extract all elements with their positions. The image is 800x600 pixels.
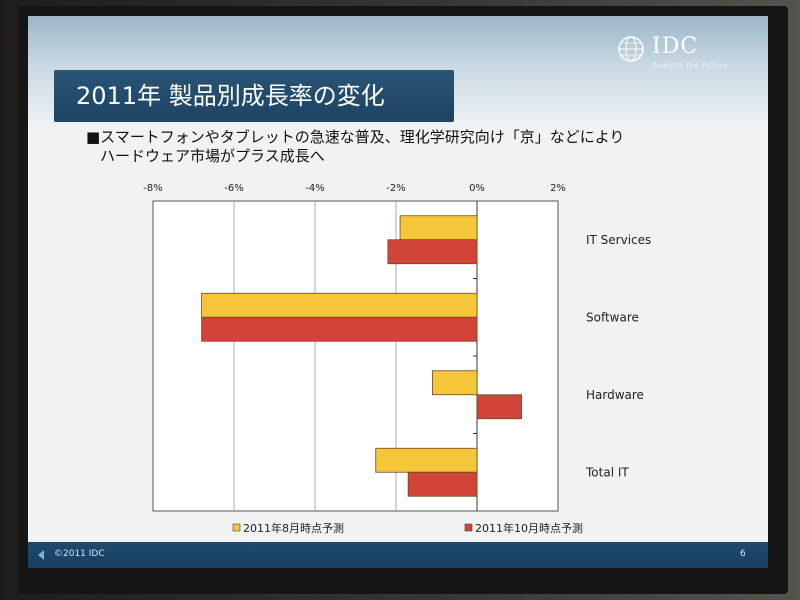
bar-total-it-series-1: [375, 447, 478, 473]
bar-it-services-series-2: [387, 239, 478, 265]
category-label: Total IT: [585, 465, 629, 479]
x-tick-label: -8%: [143, 183, 162, 194]
x-tick-label: -2%: [386, 183, 405, 194]
page-number: 6: [740, 549, 746, 559]
subtitle-line-1: ■スマートフォンやタブレットの急速な普及、理化学研究向け「京」などにより: [86, 128, 625, 146]
growth-rate-chart: -8% -6% -4% -2% 0% 2% IT Services Software Hardw…: [143, 183, 651, 535]
subtitle: ■スマートフォンやタブレットの急速な普及、理化学研究向け「京」などにより ハード…: [86, 128, 726, 166]
subtitle-line-2: ハードウェア市場がプラス成長へ: [100, 147, 325, 165]
category-label: Hardware: [586, 388, 644, 402]
logo-text: IDC: [652, 34, 699, 59]
bar-it-services-series-1: [399, 215, 478, 241]
bar-total-it-series-2: [407, 471, 478, 497]
category-label: IT Services: [586, 233, 651, 247]
idc-logo: IDC Analyze the Future: [616, 34, 746, 74]
footer-bar: ©2011 IDC 6: [28, 542, 768, 568]
slide-title: 2011年 製品別成長率の変化: [76, 82, 385, 110]
legend-swatch: [232, 523, 241, 532]
globe-icon: [618, 36, 644, 62]
category-label: Software: [586, 310, 639, 324]
logo-tagline: Analyze the Future: [652, 61, 728, 70]
x-tick-label: 2%: [550, 183, 566, 194]
copyright: ©2011 IDC: [54, 549, 105, 559]
slide: 2011年 製品別成長率の変化 IDC Analyze the Future ■…: [28, 16, 768, 568]
back-arrow-icon: [38, 550, 44, 560]
plot-area: [152, 200, 559, 512]
x-tick-label: 0%: [469, 183, 485, 194]
legend-label: 2011年10月時点予測: [475, 521, 583, 535]
legend-swatch: [464, 523, 473, 532]
bar-hardware-series-2: [476, 394, 522, 420]
title-bar: [54, 70, 454, 122]
x-tick-label: -6%: [224, 183, 243, 194]
x-tick-label: -4%: [305, 183, 324, 194]
bar-software-series-1: [201, 292, 478, 318]
legend-label: 2011年8月時点予測: [243, 521, 344, 535]
bar-software-series-2: [201, 316, 478, 342]
bar-hardware-series-1: [432, 370, 478, 396]
